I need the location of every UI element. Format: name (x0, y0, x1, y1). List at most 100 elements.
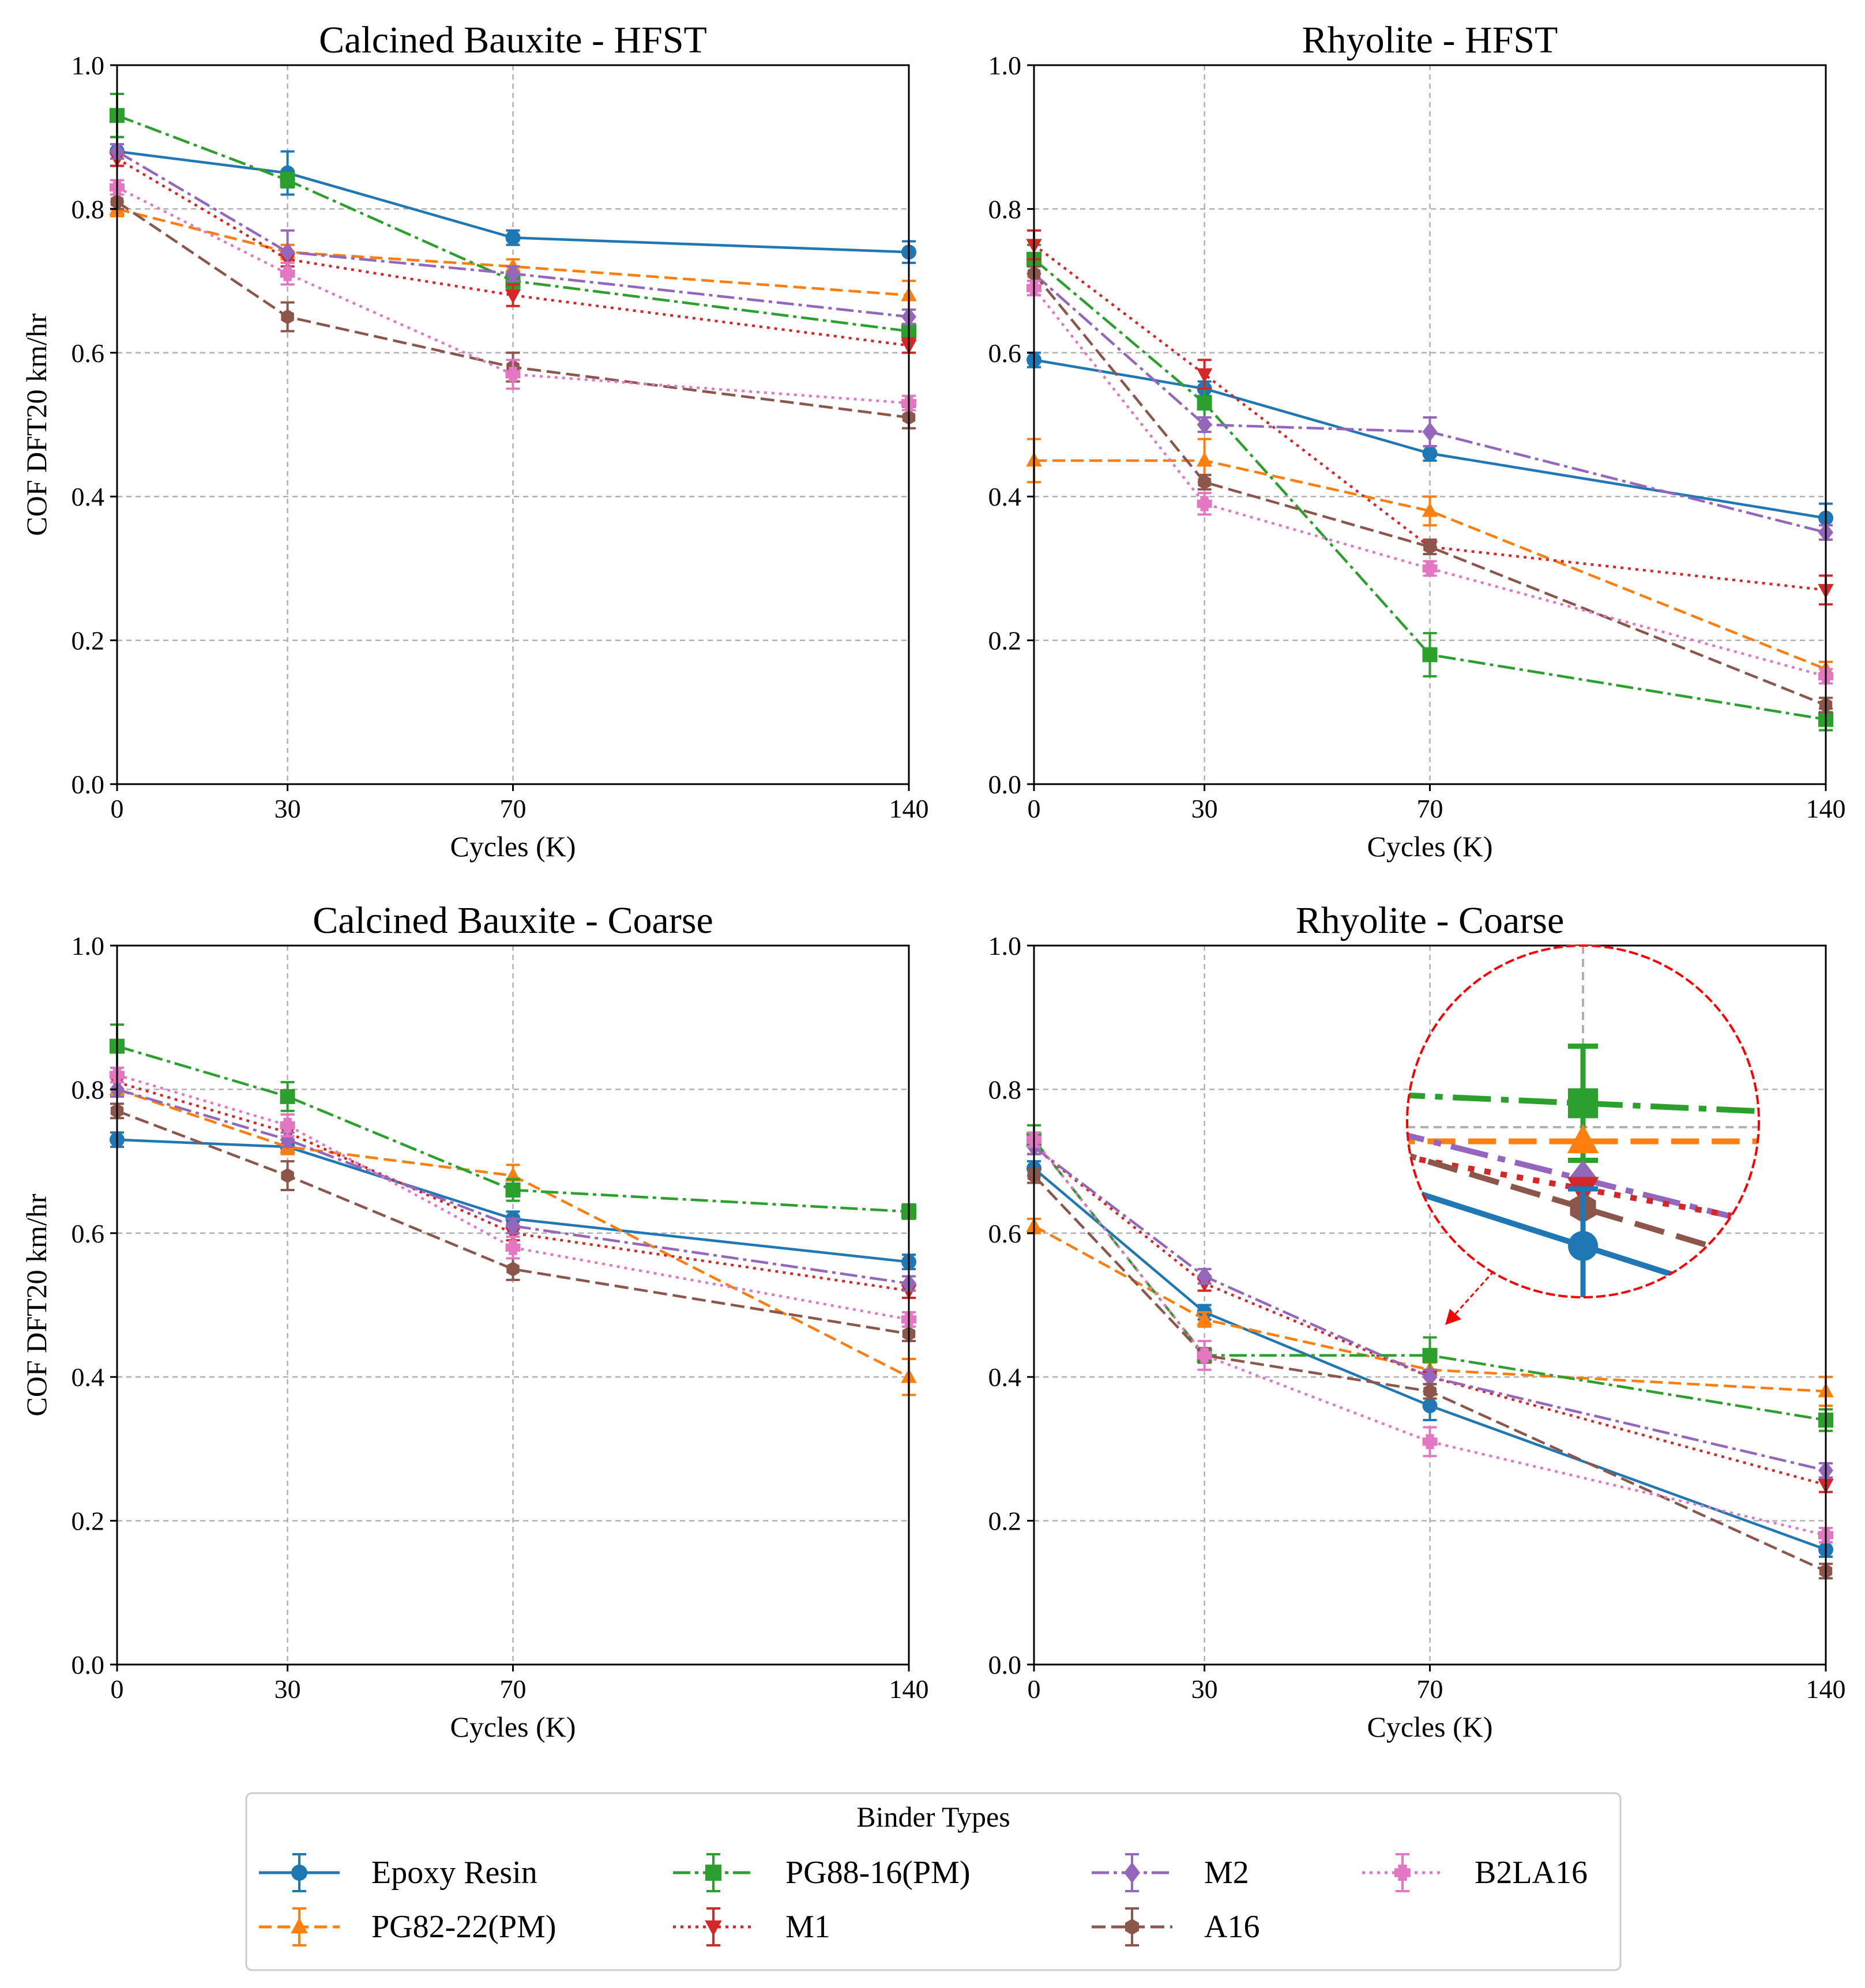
data-point (1197, 1266, 1212, 1286)
x-tick-label: 0 (111, 1674, 124, 1704)
series-line (1033, 1146, 1826, 1486)
data-point (505, 367, 521, 382)
inset-series-line (1387, 1306, 1779, 1376)
inset-pointer-head (1445, 1309, 1461, 1325)
subplot-calcined-bauxite-hfst: 0 30 70 140 0.0 0.2 0.4 0.6 0.8 1.0 Calcined Bauxi… (20, 19, 929, 863)
chart-title: Calcined Bauxite - Coarse (313, 899, 713, 942)
series-group (1026, 229, 1834, 732)
data-point (505, 1216, 521, 1236)
data-point (505, 263, 521, 284)
series-line (116, 150, 909, 254)
grid (116, 944, 910, 1666)
inset-border (1406, 944, 1760, 1298)
inset-series-line (1407, 1146, 1759, 1270)
series-line (1033, 243, 1826, 592)
series-line (116, 150, 909, 318)
data-point (1196, 368, 1213, 383)
inset-data-point (1568, 1088, 1598, 1119)
data-point (1422, 422, 1438, 442)
grid (116, 64, 910, 785)
x-tick-label: 30 (275, 1674, 301, 1704)
y-tick-label: 0.2 (72, 1507, 105, 1536)
x-tick-label: 30 (1191, 1674, 1218, 1704)
x-tick-label: 0 (111, 794, 124, 823)
legend-frame (245, 1792, 1622, 1971)
data-point (1198, 475, 1211, 490)
legend-label: Epoxy Resin (371, 1855, 537, 1891)
series-line (116, 208, 909, 297)
ticks: 0 30 70 140 0.0 0.2 0.4 0.6 0.8 1.0 (72, 931, 929, 1704)
series-line (1033, 1167, 1826, 1551)
y-tick-label: 0.8 (72, 194, 105, 224)
y-tick-label: 1.0 (988, 51, 1022, 80)
series-line (1033, 1139, 1826, 1422)
series-line (116, 1088, 910, 1379)
legend-marker (705, 1865, 721, 1881)
data-point (505, 289, 521, 304)
data-point (280, 266, 295, 281)
y-tick-label: 0.8 (988, 194, 1022, 224)
data-point (1197, 496, 1212, 511)
data-point (1422, 1347, 1438, 1363)
legend-label: PG82-22(PM) (371, 1909, 556, 1945)
inset-series-pg82-22-pm (1407, 1124, 1759, 1154)
inset-pointer (1452, 1270, 1495, 1317)
legend-item-pg88-16-pm: PG88-16(PM) (673, 1853, 970, 1892)
legend-item-m2: M2 (1092, 1853, 1249, 1892)
y-axis-label: COF DFT20 km/hr (20, 313, 52, 536)
series-line (1033, 1146, 1826, 1472)
y-tick-label: 0.0 (72, 1650, 105, 1680)
data-point (280, 1117, 295, 1133)
inset-content (1387, 946, 1779, 1376)
data-point (1197, 415, 1212, 435)
y-tick-label: 0.4 (72, 1362, 105, 1392)
data-point (1422, 502, 1438, 517)
legend-label: B2LA16 (1475, 1855, 1588, 1891)
data-point (1422, 446, 1438, 461)
y-tick-label: 0.8 (72, 1075, 105, 1104)
y-tick-label: 0.6 (988, 1219, 1022, 1248)
legend: Binder Types Epoxy Resin PG82-22(PM) PG88-1… (245, 1792, 1622, 1971)
x-tick-label: 30 (1191, 794, 1218, 823)
x-tick-label: 70 (1417, 1674, 1443, 1704)
series-epoxy-resin (110, 135, 916, 264)
x-axis-label: Cycles (K) (1367, 1711, 1493, 1743)
data-point (1196, 451, 1213, 467)
x-axis-label: Cycles (K) (450, 1711, 576, 1743)
y-tick-label: 0.6 (72, 338, 105, 368)
legend-marker (291, 1917, 308, 1934)
y-tick-label: 1.0 (988, 931, 1022, 961)
series-line (1033, 287, 1826, 678)
ticks: 0 30 70 140 0.0 0.2 0.4 0.6 0.8 1.0 (988, 931, 1846, 1704)
data-point (281, 1168, 294, 1184)
x-axis-label: Cycles (K) (450, 830, 576, 863)
inset-data-point (1567, 1124, 1599, 1154)
ticks: 0 30 70 140 0.0 0.2 0.4 0.6 0.8 1.0 (988, 51, 1846, 823)
legend-label: M1 (785, 1909, 830, 1945)
zoom-inset (1387, 944, 1779, 1376)
data-point (280, 172, 295, 188)
series-line (116, 114, 909, 333)
legend-title: Binder Types (856, 1801, 1010, 1833)
legend-marker (705, 1920, 722, 1937)
x-axis-label: Cycles (K) (1367, 830, 1493, 863)
series-line (116, 1080, 909, 1292)
x-tick-label: 70 (500, 1674, 527, 1704)
legend-label: M2 (1204, 1855, 1249, 1891)
x-tick-label: 0 (1028, 794, 1041, 823)
y-axis-label: COF DFT20 km/hr (20, 1193, 52, 1417)
data-point (280, 242, 295, 262)
y-tick-label: 0.6 (72, 1219, 105, 1248)
legend-item-a16: A16 (1092, 1907, 1259, 1946)
series-line (116, 201, 909, 419)
chart-title: Rhyolite - HFST (1302, 19, 1558, 61)
series-line (1033, 1174, 1826, 1572)
data-point (1197, 1347, 1212, 1363)
series-line (1033, 1225, 1826, 1393)
subplots: 0 30 70 140 0.0 0.2 0.4 0.6 0.8 1.0 Calcined Bauxi… (20, 19, 1846, 1743)
data-point (281, 309, 294, 325)
subplot-rhyolite-hfst: 0 30 70 140 0.0 0.2 0.4 0.6 0.8 1.0 Rhyolite - HFS… (988, 19, 1846, 863)
x-tick-label: 140 (889, 794, 929, 823)
y-tick-label: 0.4 (988, 482, 1022, 511)
